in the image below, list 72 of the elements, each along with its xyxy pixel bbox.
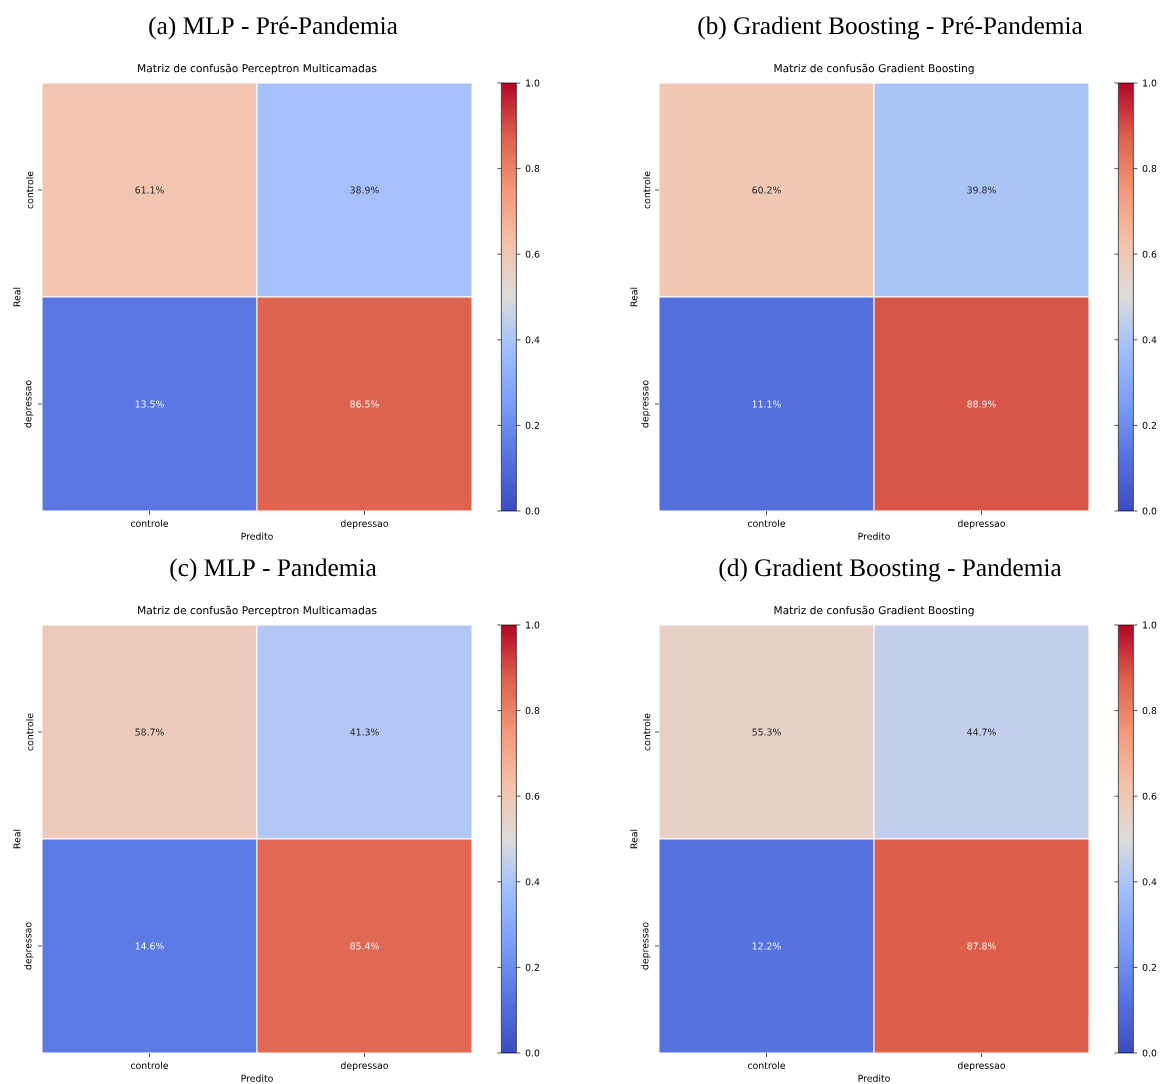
- color-bar-label: 0.0: [1142, 1049, 1157, 1057]
- color-bar-label: 0.6: [1142, 250, 1157, 258]
- data-label: 39.8%: [967, 186, 996, 194]
- x-tick-label: controle: [130, 519, 169, 527]
- color-bar-label: 1.0: [1143, 621, 1157, 629]
- color-bar-label: 0.4: [1142, 336, 1157, 344]
- data-label: 86.5%: [350, 400, 379, 408]
- y-tick-label: controle: [643, 171, 651, 209]
- x-tick-label: depressao: [340, 519, 389, 529]
- data-label: 13.5%: [135, 400, 164, 408]
- y-tick-label: controle: [26, 713, 34, 751]
- chart-title: (d) Gradient Boosting - Pandemia: [719, 558, 1062, 582]
- color-bar-label: 0.8: [525, 165, 540, 173]
- x-tick-label: depressao: [957, 519, 1006, 529]
- x-tick-label: controle: [747, 519, 786, 527]
- color-bar-label: 0.0: [525, 1049, 540, 1057]
- color-bar-label: 0.6: [1142, 792, 1157, 800]
- data-label: 85.4%: [350, 942, 379, 950]
- chart-subtitle: Matriz de confusão Gradient Boosting: [774, 63, 974, 75]
- x-axis-title: Predito: [858, 1074, 890, 1082]
- color-bar-label: 0.0: [525, 507, 540, 515]
- data-label: 14.6%: [135, 942, 164, 950]
- x-tick-label: depressao: [957, 1061, 1006, 1071]
- chart-title: (c) MLP - Pandemia: [170, 558, 377, 582]
- chart-subtitle: Matriz de confusão Gradient Boosting: [774, 605, 974, 617]
- y-axis-title: Real: [13, 287, 21, 307]
- color-bar-label: 1.0: [1143, 79, 1157, 87]
- color-bar-label: 0.2: [525, 963, 539, 971]
- color-bar-label: 0.8: [525, 707, 540, 715]
- data-label: 12.2%: [752, 942, 781, 950]
- y-tick-label: depressao: [24, 922, 34, 970]
- x-axis-title: Predito: [241, 1074, 273, 1082]
- y-tick-label: depressao: [24, 380, 34, 428]
- color-bar-label: 0.6: [525, 250, 540, 258]
- color-bar-label: 1.0: [526, 79, 540, 87]
- y-axis-title: Real: [630, 829, 638, 849]
- x-axis-title: Predito: [858, 532, 890, 540]
- y-axis-title: Real: [630, 287, 638, 307]
- data-label: 61.1%: [135, 186, 164, 194]
- chart-subtitle: Matriz de confusão Perceptron Multicamadas: [138, 605, 377, 617]
- data-label: 58.7%: [135, 728, 164, 736]
- data-label: 88.9%: [967, 400, 996, 408]
- x-tick-label: controle: [130, 1061, 169, 1069]
- chart-title: (b) Gradient Boosting - Pré-Pandemia: [698, 16, 1083, 40]
- chart-subtitle: Matriz de confusão Perceptron Multicamadas: [138, 63, 377, 75]
- data-label: 41.3%: [350, 728, 379, 736]
- x-axis-title: Predito: [241, 532, 273, 540]
- color-bar-label: 0.6: [525, 792, 540, 800]
- data-label: 44.7%: [967, 728, 996, 736]
- color-bar-label: 0.2: [1142, 963, 1156, 971]
- data-label: 55.3%: [752, 728, 781, 736]
- y-tick-label: controle: [26, 171, 34, 209]
- chart-title: (a) MLP - Pré-Pandemia: [149, 16, 398, 40]
- y-axis-title: Real: [13, 829, 21, 849]
- data-label: 38.9%: [350, 186, 379, 194]
- color-bar-label: 1.0: [526, 621, 540, 629]
- y-tick-label: depressao: [641, 380, 651, 428]
- color-bar-label: 0.2: [1142, 421, 1156, 429]
- data-label: 87.8%: [967, 942, 996, 950]
- x-tick-label: depressao: [340, 1061, 389, 1071]
- color-bar-label: 0.4: [1142, 878, 1157, 886]
- color-bar-label: 0.4: [525, 878, 540, 886]
- color-bar-label: 0.0: [1142, 507, 1157, 515]
- data-label: 11.1%: [752, 400, 781, 408]
- color-bar-label: 0.8: [1142, 707, 1157, 715]
- color-bar-label: 0.4: [525, 336, 540, 344]
- data-label: 60.2%: [752, 186, 781, 194]
- y-tick-label: controle: [643, 713, 651, 751]
- x-tick-label: controle: [747, 1061, 786, 1069]
- color-bar-label: 0.8: [1142, 165, 1157, 173]
- color-bar-label: 0.2: [525, 421, 539, 429]
- y-tick-label: depressao: [641, 922, 651, 970]
